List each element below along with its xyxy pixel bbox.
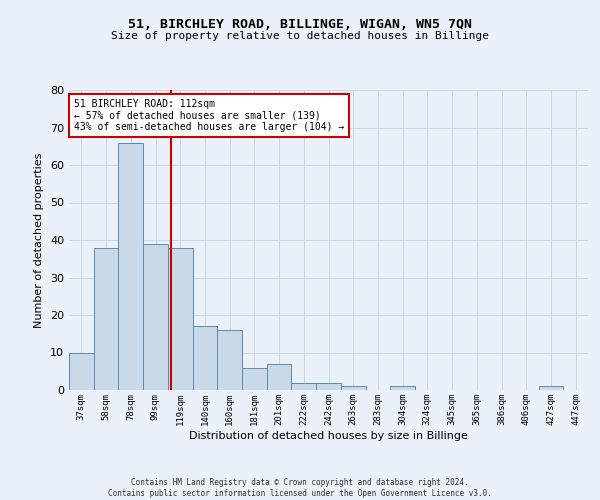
Bar — [267, 364, 292, 390]
Bar — [539, 386, 563, 390]
Text: Size of property relative to detached houses in Billinge: Size of property relative to detached ho… — [111, 31, 489, 41]
Bar — [193, 326, 217, 390]
Bar — [316, 382, 341, 390]
X-axis label: Distribution of detached houses by size in Billinge: Distribution of detached houses by size … — [189, 430, 468, 440]
Bar — [390, 386, 415, 390]
Bar — [292, 382, 316, 390]
Bar — [143, 244, 168, 390]
Text: 51, BIRCHLEY ROAD, BILLINGE, WIGAN, WN5 7QN: 51, BIRCHLEY ROAD, BILLINGE, WIGAN, WN5 … — [128, 18, 472, 30]
Bar — [69, 352, 94, 390]
Text: Contains HM Land Registry data © Crown copyright and database right 2024.
Contai: Contains HM Land Registry data © Crown c… — [108, 478, 492, 498]
Bar — [242, 368, 267, 390]
Bar — [168, 248, 193, 390]
Bar — [217, 330, 242, 390]
Text: 51 BIRCHLEY ROAD: 112sqm
← 57% of detached houses are smaller (139)
43% of semi-: 51 BIRCHLEY ROAD: 112sqm ← 57% of detach… — [74, 99, 344, 132]
Bar — [341, 386, 365, 390]
Bar — [118, 142, 143, 390]
Bar — [94, 248, 118, 390]
Y-axis label: Number of detached properties: Number of detached properties — [34, 152, 44, 328]
